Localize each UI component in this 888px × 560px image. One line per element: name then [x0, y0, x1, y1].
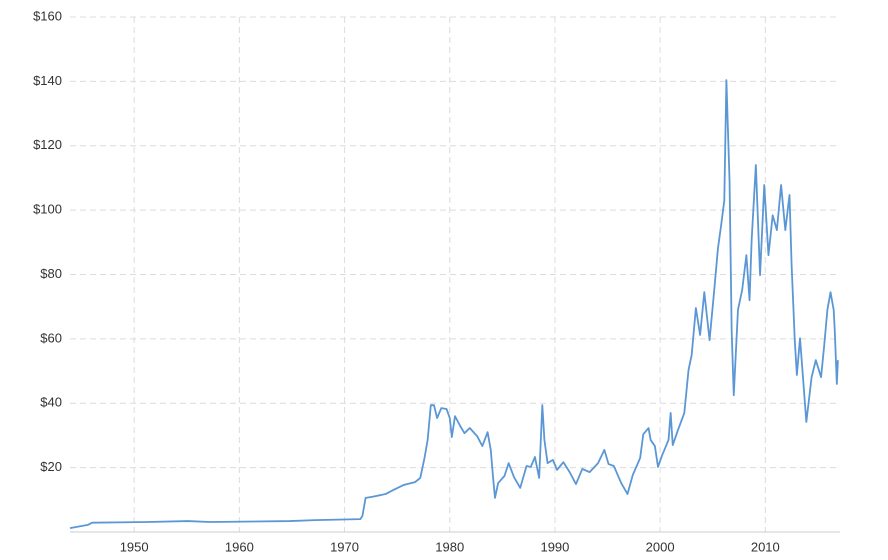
y-tick-label: $60 — [40, 330, 62, 345]
x-tick-label: 1970 — [330, 539, 359, 554]
price-line — [69, 79, 839, 530]
y-tick-label: $120 — [33, 137, 62, 152]
y-tick-label: $100 — [33, 202, 62, 217]
y-tick-label: $140 — [33, 73, 62, 88]
x-tick-label: 2000 — [646, 539, 675, 554]
y-tick-label: $40 — [40, 395, 62, 410]
x-tick-label: 1960 — [225, 539, 254, 554]
y-tick-label: $20 — [40, 459, 62, 474]
y-tick-label: $80 — [40, 266, 62, 281]
x-tick-label: 1950 — [120, 539, 149, 554]
x-tick-label: 1990 — [540, 539, 569, 554]
y-tick-label: $160 — [33, 8, 62, 23]
x-tick-label: 2010 — [751, 539, 780, 554]
x-tick-label: 1980 — [435, 539, 464, 554]
